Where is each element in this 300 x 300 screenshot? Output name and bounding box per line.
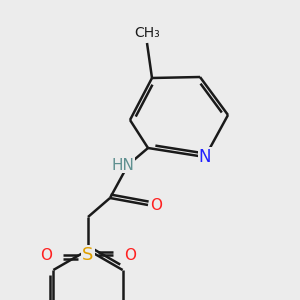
- Text: S: S: [82, 246, 94, 264]
- Text: HN: HN: [112, 158, 134, 172]
- Text: N: N: [199, 148, 211, 166]
- Text: CH₃: CH₃: [134, 26, 160, 40]
- Text: O: O: [124, 248, 136, 262]
- Text: O: O: [150, 197, 162, 212]
- Text: O: O: [40, 248, 52, 262]
